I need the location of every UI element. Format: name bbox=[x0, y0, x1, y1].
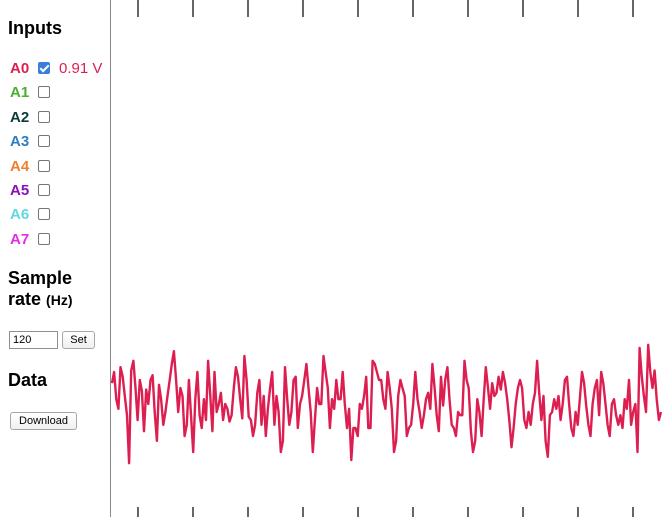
sample-rate-title: Sample rate (Hz) bbox=[8, 268, 72, 311]
channel-row-a4: A4 bbox=[10, 156, 50, 176]
bottom-ticks bbox=[137, 507, 634, 517]
sample-rate-unit: (Hz) bbox=[46, 292, 73, 308]
channel-row-a6: A6 bbox=[10, 204, 50, 224]
sample-rate-title-line1: Sample bbox=[8, 268, 73, 288]
channel-label: A1 bbox=[10, 83, 30, 101]
channel-row-a7: A7 bbox=[10, 229, 50, 249]
channel-label: A2 bbox=[10, 108, 30, 126]
channel-label: A0 bbox=[10, 59, 30, 77]
set-button[interactable]: Set bbox=[62, 331, 95, 349]
sidebar-divider bbox=[110, 0, 111, 517]
channel-checkbox-a1[interactable] bbox=[38, 86, 50, 98]
signal-plot bbox=[111, 0, 662, 517]
sample-rate-input[interactable]: 120 bbox=[9, 331, 58, 349]
channel-row-a2: A2 bbox=[10, 107, 50, 127]
data-title: Data bbox=[8, 370, 48, 390]
channel-row-a5: A5 bbox=[10, 180, 50, 200]
top-ticks bbox=[137, 0, 634, 17]
signal-trace-a0 bbox=[111, 343, 662, 465]
channel-value-a0: 0.91 V bbox=[59, 59, 103, 77]
sidebar: Inputs A0 0.91 V A1 A2 A3 A4 A5 A6 A7 Sample rat… bbox=[0, 0, 110, 517]
channel-checkbox-a3[interactable] bbox=[38, 135, 50, 147]
channel-checkbox-a2[interactable] bbox=[38, 111, 50, 123]
channel-label: A4 bbox=[10, 157, 30, 175]
channel-label: A6 bbox=[10, 205, 30, 223]
channel-row-a3: A3 bbox=[10, 131, 50, 151]
channel-checkbox-a5[interactable] bbox=[38, 184, 50, 196]
channel-checkbox-a0[interactable] bbox=[38, 62, 50, 74]
channel-checkbox-a6[interactable] bbox=[38, 208, 50, 220]
channel-label: A3 bbox=[10, 132, 30, 150]
channel-checkbox-a7[interactable] bbox=[38, 233, 50, 245]
channel-checkbox-a4[interactable] bbox=[38, 160, 50, 172]
channel-row-a1: A1 bbox=[10, 82, 50, 102]
download-button[interactable]: Download bbox=[10, 412, 77, 430]
sample-rate-title-line2: rate bbox=[8, 289, 42, 309]
channel-row-a0: A0 0.91 V bbox=[10, 58, 102, 78]
channel-label: A7 bbox=[10, 230, 30, 248]
channel-label: A5 bbox=[10, 181, 30, 199]
inputs-title: Inputs bbox=[8, 18, 62, 38]
